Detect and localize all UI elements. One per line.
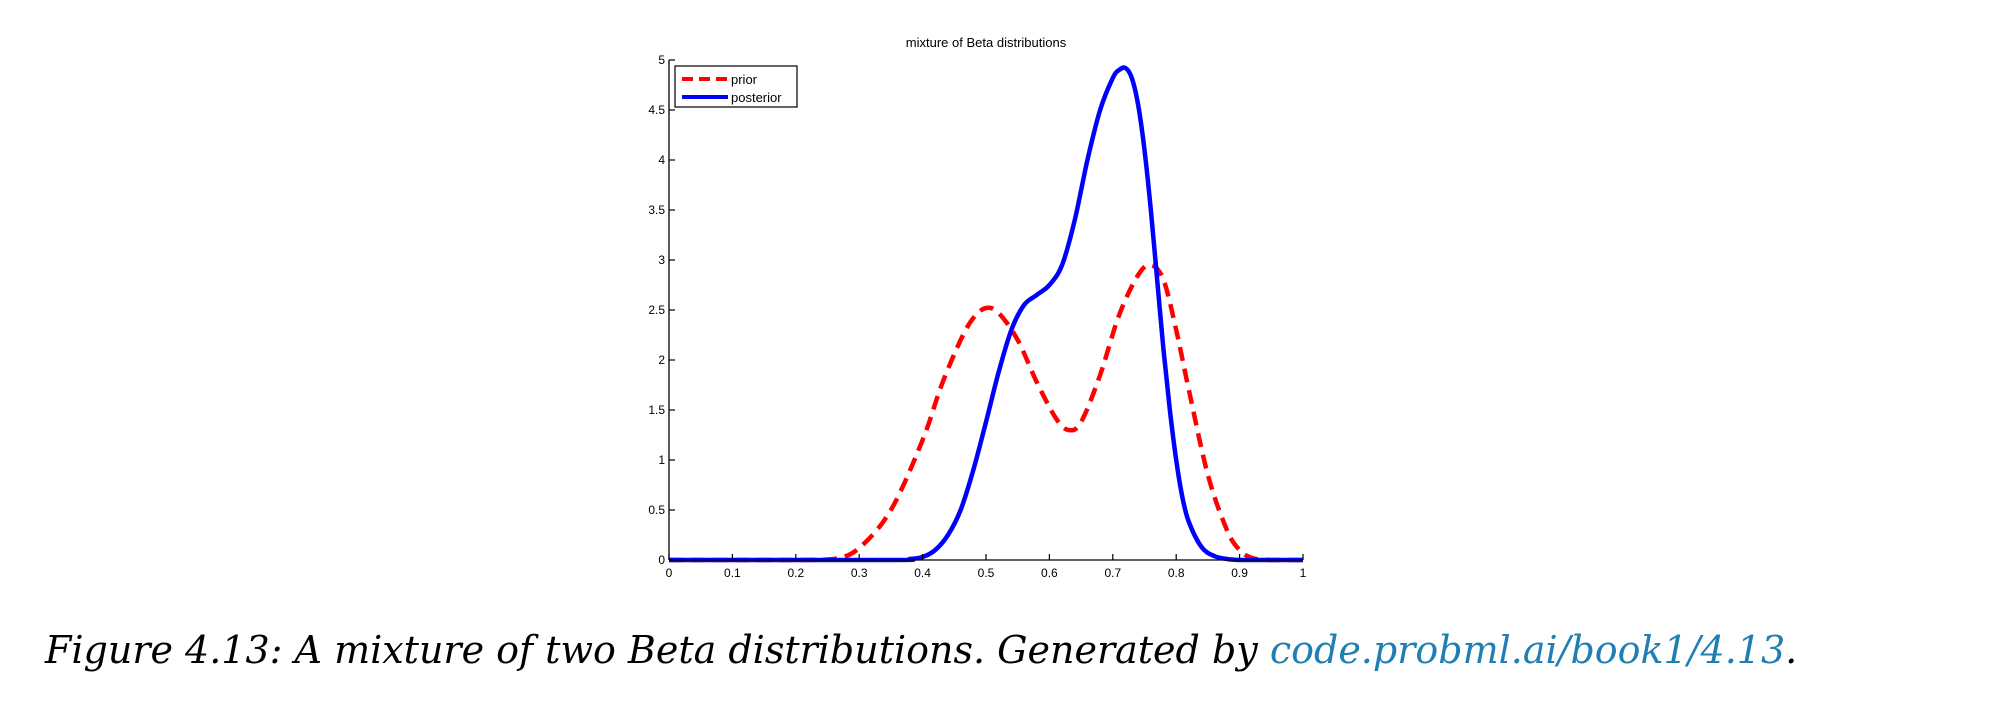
x-axis-ticks: 0 0.1 0.2 0.3 0.4 0.5 0.6 0.7 0.8 0.9 1	[666, 554, 1307, 580]
figure-caption: Figure 4.13: A mixture of two Beta distr…	[45, 628, 1975, 672]
y-tick-label: 4.5	[648, 103, 665, 117]
y-tick-label: 0	[658, 553, 665, 567]
y-tick-label: 2.5	[648, 303, 665, 317]
series-line-prior	[669, 262, 1303, 563]
x-tick-label: 0.3	[851, 566, 868, 580]
x-tick-label: 0.8	[1168, 566, 1185, 580]
y-tick-label: 1.5	[648, 403, 665, 417]
caption-link[interactable]: code.probml.ai/book1/4.13	[1269, 628, 1786, 672]
y-tick-label: 3.5	[648, 203, 665, 217]
x-tick-label: 0.2	[787, 566, 804, 580]
legend: prior posterior	[674, 65, 798, 108]
x-tick-label: 0.9	[1231, 566, 1248, 580]
x-tick-label: 0.5	[978, 566, 995, 580]
plot-area: 0 0.1 0.2 0.3 0.4 0.5 0.6 0.7 0.8 0.9 1 0 0.5 1 1.5 2 2…	[648, 53, 1306, 580]
y-tick-label: 1	[658, 453, 665, 467]
chart-title: mixture of Beta distributions	[906, 35, 1067, 50]
caption-text: Figure 4.13: A mixture of two Beta distr…	[45, 628, 1270, 672]
y-tick-label: 0.5	[648, 503, 665, 517]
legend-prior-label: prior	[731, 72, 758, 87]
y-axis-ticks: 0 0.5 1 1.5 2 2.5 3 3.5 4 4.5 5	[648, 53, 675, 567]
y-tick-label: 4	[658, 153, 665, 167]
caption-end: .	[1785, 628, 1798, 672]
y-tick-label: 3	[658, 253, 665, 267]
y-tick-label: 5	[658, 53, 665, 67]
x-tick-label: 0.1	[724, 566, 741, 580]
series-line-posterior	[669, 65, 1303, 563]
y-tick-label: 2	[658, 353, 665, 367]
x-tick-label: 0	[666, 566, 673, 580]
x-tick-label: 0.6	[1041, 566, 1058, 580]
x-tick-label: 0.4	[914, 566, 931, 580]
legend-box	[674, 65, 798, 108]
chart: mixture of Beta distributions 0 0.1 0.2 0.3…	[648, 35, 1306, 580]
x-tick-label: 0.7	[1104, 566, 1121, 580]
legend-posterior-label: posterior	[731, 90, 782, 105]
x-tick-label: 1	[1300, 566, 1307, 580]
series-layer	[669, 65, 1303, 563]
